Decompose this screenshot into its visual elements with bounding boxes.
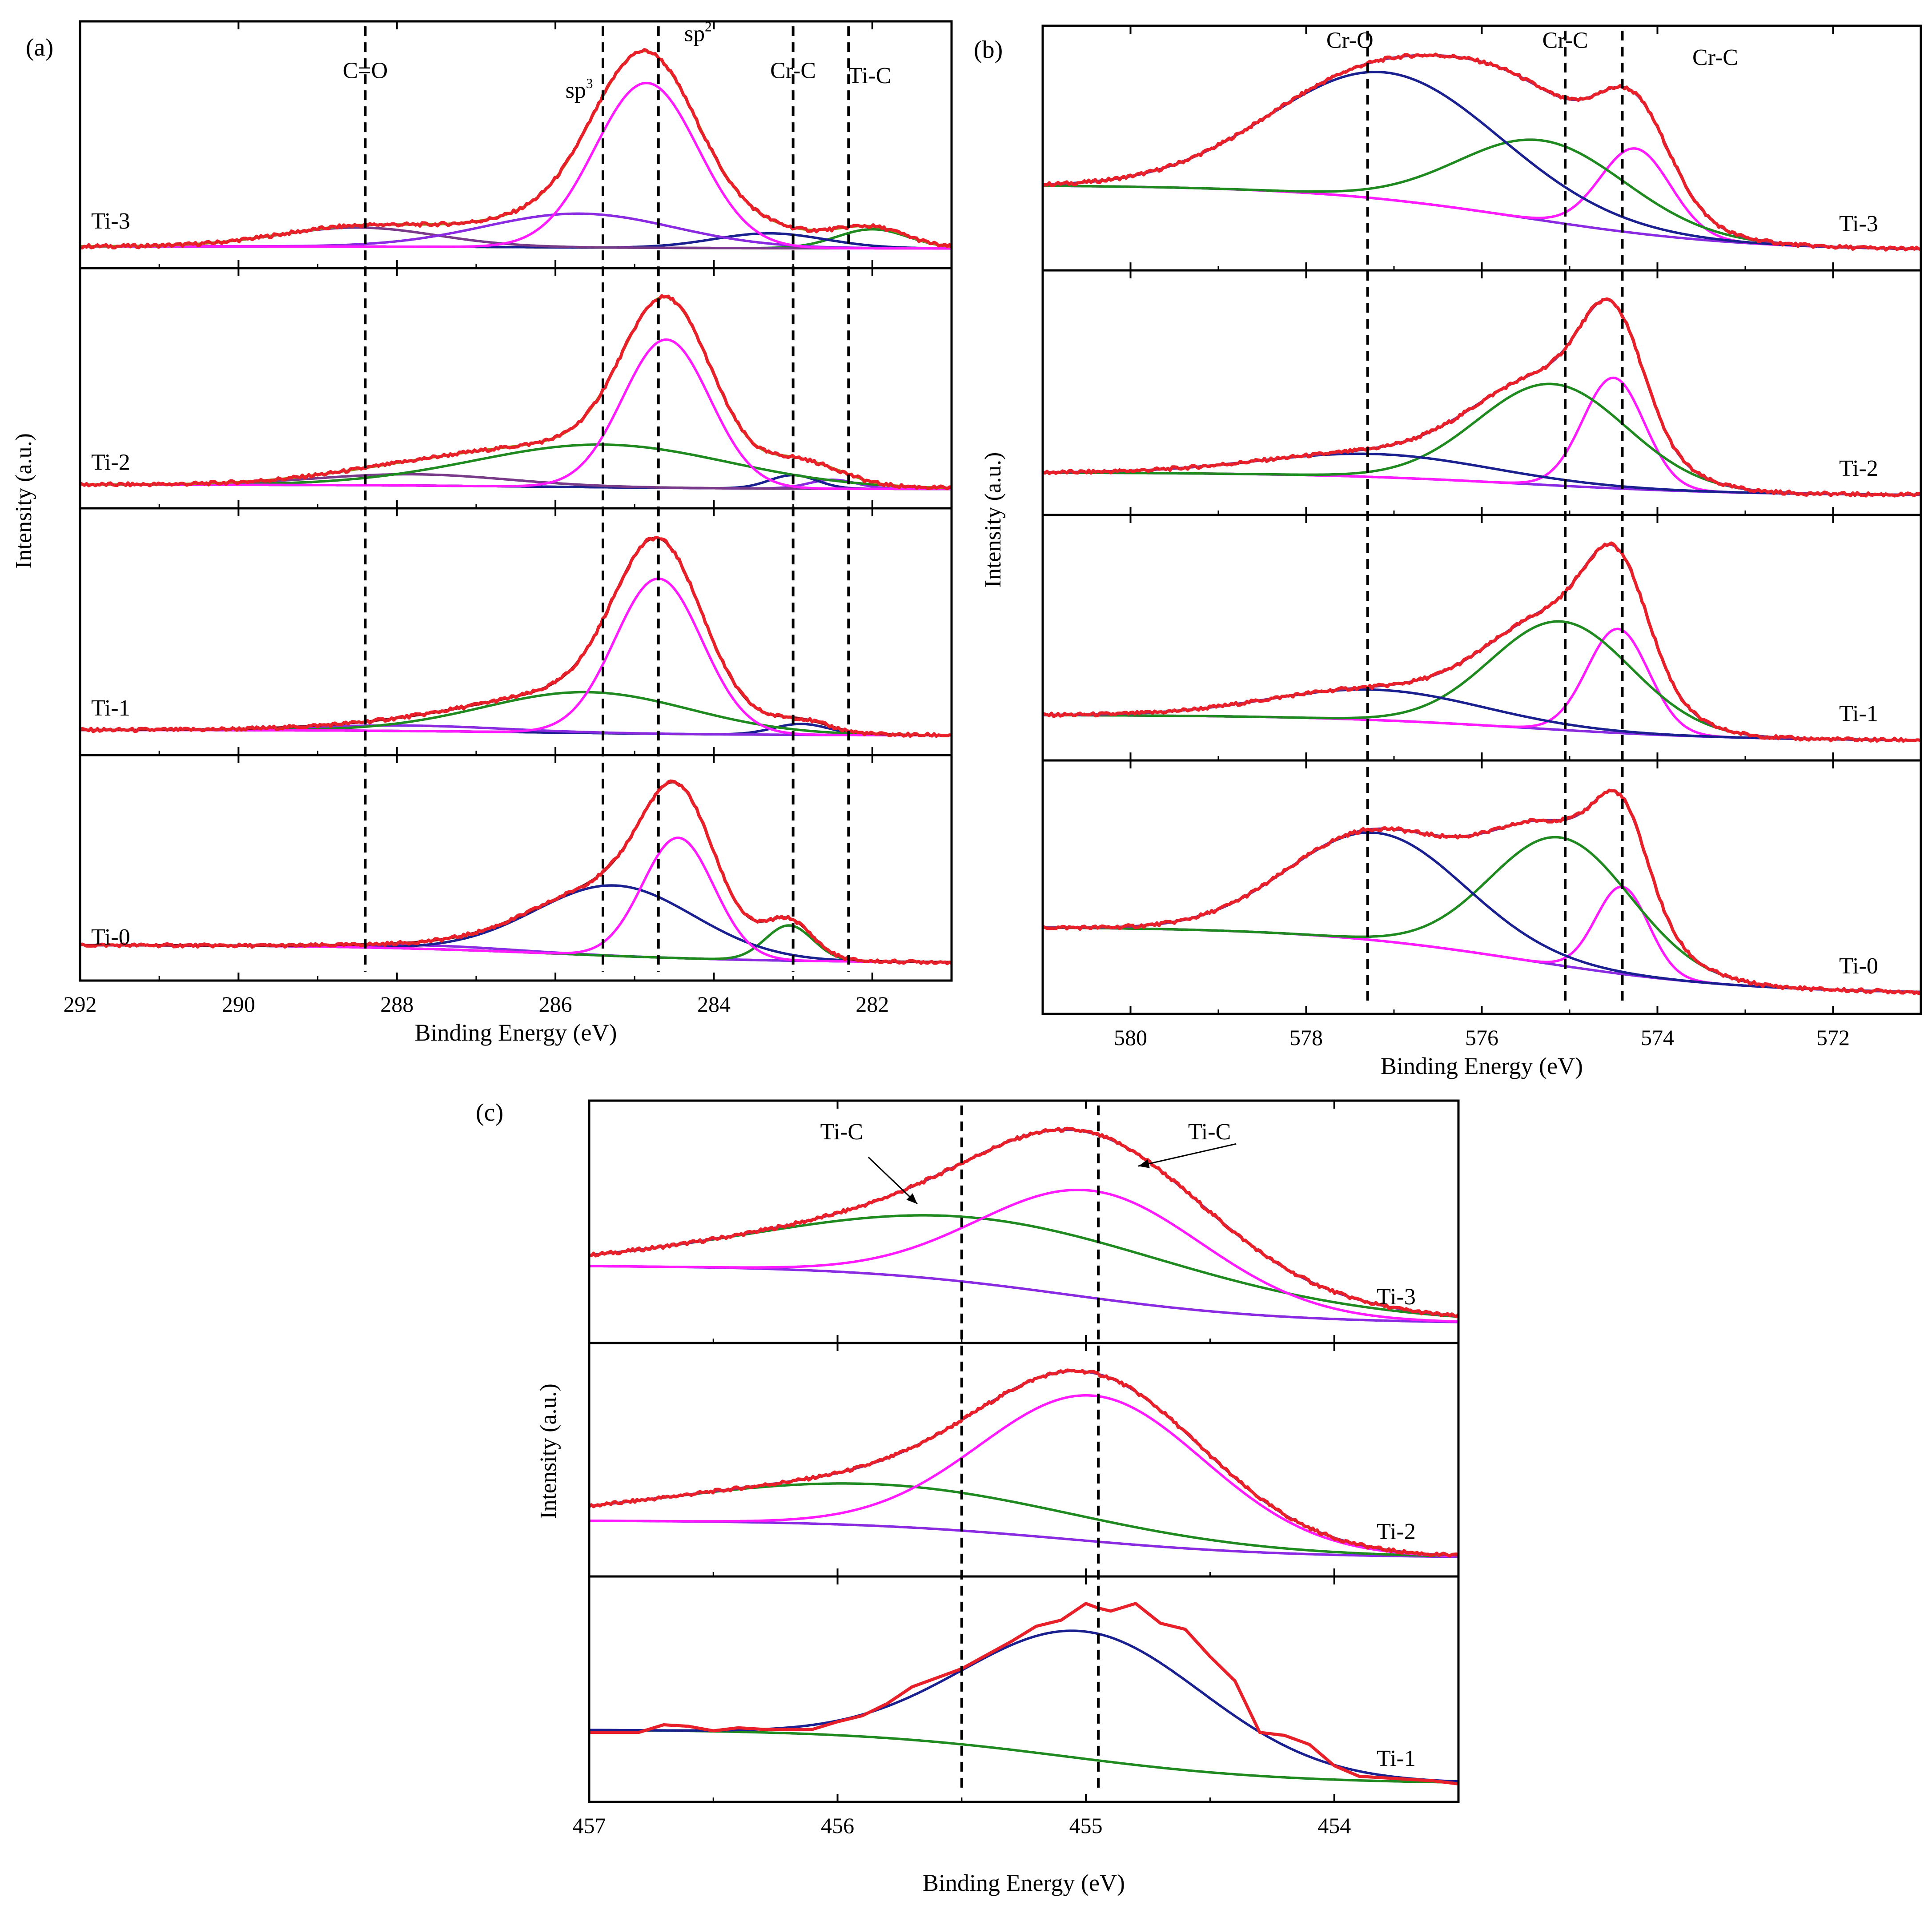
chart-a: (a) Ti-3 Ti-2 Ti-1 Ti-0 292 290 288 286 284 282 Bin… — [11, 19, 953, 1046]
series-c-ti-1-fit — [589, 1629, 1459, 1783]
x-tick-label: 578 — [1289, 1025, 1323, 1050]
x-tick-label: 290 — [222, 992, 255, 1017]
x-tick-label: 292 — [64, 992, 97, 1017]
series-b-ti-2-raw — [1042, 297, 1921, 498]
subplot-a-ti-1: Ti-1 — [79, 507, 953, 756]
x-axis-title: Binding Energy (eV) — [1381, 1053, 1583, 1079]
x-tick-label: 457 — [573, 1813, 606, 1838]
sample-label: Ti-1 — [91, 696, 130, 721]
sample-label: Ti-1 — [1377, 1746, 1416, 1771]
sample-label: Ti-2 — [1839, 456, 1878, 481]
x-tick-label: 454 — [1317, 1813, 1351, 1838]
annotation-label: Ti-C — [848, 63, 891, 88]
subplot-frame — [79, 754, 953, 982]
series-a-ti-2-raw — [79, 294, 952, 491]
x-tick-label: 574 — [1641, 1025, 1674, 1050]
subplot-a-ti-0: Ti-0 — [79, 754, 953, 982]
x-tick-label: 572 — [1816, 1025, 1850, 1050]
series-a-ti-0-raw — [80, 779, 952, 965]
sample-label: Ti-0 — [91, 925, 130, 950]
subplot-c-ti-1: Ti-1 — [588, 1575, 1460, 1803]
x-tick-label: 455 — [1069, 1813, 1103, 1838]
series-b-ti-0-raw — [1042, 788, 1922, 995]
series-a-ti-1-raw — [79, 536, 952, 738]
series-a-ti-3-sp2 — [80, 81, 952, 250]
subplot-a-ti-2: Ti-2 — [79, 267, 953, 510]
panel-label-a: (a) — [26, 34, 53, 61]
subplot-frame — [588, 1575, 1460, 1803]
series-a-ti-3-raw — [80, 48, 953, 249]
annotation-arrowhead — [906, 1193, 917, 1204]
sample-label: Ti-0 — [1839, 953, 1878, 979]
annotation-label: Cr-O — [1326, 28, 1374, 53]
series-c-ti-3-raw — [589, 1126, 1460, 1319]
subplot-a-ti-3: Ti-3 — [79, 20, 953, 269]
annotation-label: Ti-C — [1188, 1119, 1231, 1145]
series-b-ti-1-raw — [1042, 541, 1922, 743]
annotation-label: Cr-C — [1542, 28, 1588, 53]
subplot-b-ti-0: Ti-0 — [1041, 759, 1922, 1015]
sample-label: Ti-2 — [91, 450, 130, 475]
chart-b: (b) Ti-3 Ti-2 Ti-1 Ti-0 580 578 576 574 572 Bindin… — [974, 24, 1922, 1079]
sample-label: Ti-3 — [91, 209, 130, 234]
annotation-label: C=O — [343, 58, 388, 84]
annotation-arrow — [868, 1157, 918, 1205]
x-tick-label: 284 — [697, 992, 731, 1017]
subplot-b-ti-1: Ti-1 — [1041, 514, 1922, 762]
x-tick-label: 282 — [856, 992, 889, 1017]
sample-label: Ti-1 — [1839, 701, 1878, 727]
y-axis-title: Intensity (a.u.) — [11, 433, 36, 569]
x-axis-title: Binding Energy (eV) — [415, 1019, 617, 1046]
sample-label: Ti-3 — [1377, 1284, 1416, 1310]
panel-label-b: (b) — [974, 36, 1003, 64]
sample-label: Ti-2 — [1377, 1519, 1416, 1544]
series-c-ti-2-raw — [588, 1368, 1459, 1558]
series-c-ti-2-ti-c-454-95- — [589, 1394, 1459, 1557]
annotation-label: Cr-C — [1692, 45, 1738, 70]
annotation-label: Cr-C — [770, 58, 816, 84]
x-tick-label: 576 — [1465, 1025, 1498, 1050]
annotation-arrow — [1138, 1143, 1237, 1167]
annotation-arrowhead — [1138, 1159, 1150, 1168]
chart-c: (c) Ti-3 Ti-2 Ti-1 457 456 455 454 Binding Energ… — [476, 1099, 1460, 1896]
subplot-b-ti-2: Ti-2 — [1041, 269, 1922, 516]
series-c-ti-1-background — [589, 1729, 1459, 1784]
series-b-ti-3-raw — [1041, 52, 1922, 252]
series-c-ti-1-raw — [589, 1602, 1459, 1785]
x-tick-label: 580 — [1114, 1025, 1147, 1050]
y-axis-title: Intensity (a.u.) — [980, 452, 1006, 588]
x-tick-label: 288 — [380, 992, 414, 1017]
x-tick-label: 286 — [539, 992, 572, 1017]
x-axis-title: Binding Energy (eV) — [923, 1870, 1125, 1896]
sample-label: Ti-3 — [1839, 211, 1878, 237]
series-c-ti-3-ti-c-454-95- — [589, 1188, 1459, 1323]
annotation-label: Ti-C — [820, 1119, 863, 1145]
x-tick-label: 456 — [821, 1813, 854, 1838]
y-axis-title: Intensity (a.u.) — [536, 1383, 561, 1519]
panel-label-c: (c) — [476, 1099, 503, 1126]
